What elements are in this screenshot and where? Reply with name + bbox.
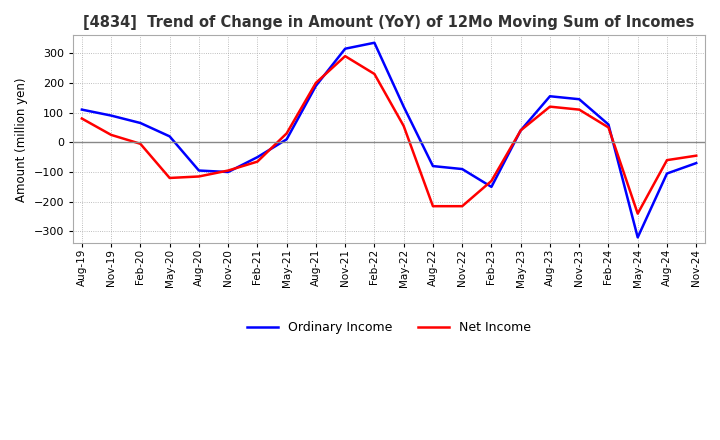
- Legend: Ordinary Income, Net Income: Ordinary Income, Net Income: [242, 316, 536, 339]
- Net Income: [487, 178, 496, 183]
- Ordinary Income: [194, 168, 203, 173]
- Net Income: [107, 132, 115, 138]
- Line: Net Income: Net Income: [82, 56, 696, 213]
- Ordinary Income: [282, 137, 291, 142]
- Net Income: [166, 175, 174, 180]
- Ordinary Income: [341, 46, 349, 51]
- Ordinary Income: [634, 235, 642, 240]
- Ordinary Income: [253, 154, 261, 160]
- Ordinary Income: [458, 166, 467, 172]
- Net Income: [546, 104, 554, 109]
- Net Income: [341, 54, 349, 59]
- Net Income: [662, 158, 671, 163]
- Ordinary Income: [166, 134, 174, 139]
- Net Income: [575, 107, 583, 112]
- Ordinary Income: [136, 121, 145, 126]
- Net Income: [282, 131, 291, 136]
- Net Income: [604, 125, 613, 130]
- Net Income: [400, 123, 408, 128]
- Net Income: [516, 128, 525, 133]
- Net Income: [634, 211, 642, 216]
- Net Income: [692, 153, 701, 158]
- Net Income: [224, 168, 233, 173]
- Ordinary Income: [692, 161, 701, 166]
- Ordinary Income: [487, 184, 496, 190]
- Line: Ordinary Income: Ordinary Income: [82, 43, 696, 238]
- Net Income: [312, 80, 320, 85]
- Net Income: [136, 141, 145, 147]
- Ordinary Income: [107, 113, 115, 118]
- Ordinary Income: [546, 94, 554, 99]
- Ordinary Income: [428, 163, 437, 169]
- Ordinary Income: [224, 169, 233, 175]
- Net Income: [253, 159, 261, 164]
- Net Income: [194, 174, 203, 179]
- Net Income: [428, 204, 437, 209]
- Ordinary Income: [575, 96, 583, 102]
- Ordinary Income: [370, 40, 379, 45]
- Y-axis label: Amount (million yen): Amount (million yen): [15, 77, 28, 202]
- Ordinary Income: [662, 171, 671, 176]
- Ordinary Income: [78, 107, 86, 112]
- Ordinary Income: [604, 122, 613, 127]
- Title: [4834]  Trend of Change in Amount (YoY) of 12Mo Moving Sum of Incomes: [4834] Trend of Change in Amount (YoY) o…: [84, 15, 695, 30]
- Net Income: [458, 204, 467, 209]
- Ordinary Income: [516, 128, 525, 133]
- Ordinary Income: [400, 104, 408, 109]
- Ordinary Income: [312, 83, 320, 88]
- Net Income: [370, 71, 379, 77]
- Net Income: [78, 116, 86, 121]
